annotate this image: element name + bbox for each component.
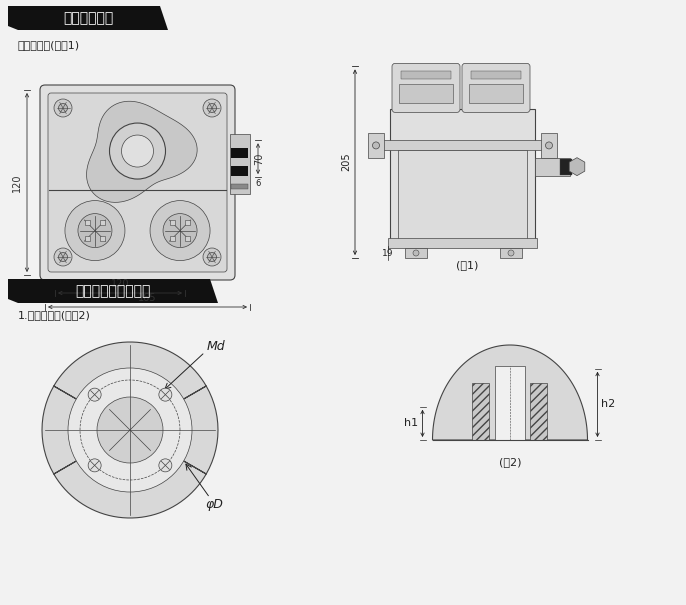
Circle shape [65,201,125,261]
Circle shape [88,459,101,472]
Circle shape [508,250,514,256]
Bar [541,132,557,158]
Bar [84,220,90,225]
Text: h1: h1 [404,419,418,428]
Bar [495,366,525,440]
Bar [560,159,572,175]
Text: 205: 205 [341,152,351,171]
Circle shape [88,388,101,401]
Text: 45°: 45° [140,414,157,424]
Circle shape [110,123,165,179]
Polygon shape [42,342,218,518]
Text: Md: Md [207,340,226,353]
Text: 19: 19 [382,249,394,258]
Text: 外形及尺寸(见图1): 外形及尺寸(见图1) [18,40,80,50]
Text: (图1): (图1) [456,260,478,270]
Circle shape [159,459,172,472]
Text: 五、外形尺寸: 五、外形尺寸 [63,11,113,25]
Polygon shape [86,101,197,202]
Polygon shape [432,345,587,440]
Bar [84,236,90,241]
Bar [231,183,248,189]
Bar [530,383,547,440]
Text: 165: 165 [139,293,156,303]
Text: φD: φD [205,498,223,511]
Polygon shape [8,6,168,30]
Text: 六、与阀门连接尺寸: 六、与阀门连接尺寸 [75,284,151,298]
Bar [390,110,535,240]
Bar [169,220,175,225]
Bar [500,248,522,258]
Circle shape [413,250,419,256]
Text: 120: 120 [12,173,22,192]
Circle shape [58,252,67,261]
FancyBboxPatch shape [462,64,530,113]
Bar [472,383,489,440]
Text: h2: h2 [602,399,616,410]
Text: (图2): (图2) [499,457,521,467]
Circle shape [54,99,72,117]
Circle shape [78,214,112,247]
Circle shape [545,142,552,149]
Circle shape [207,103,217,113]
Bar [378,140,547,150]
Bar [230,134,250,194]
FancyBboxPatch shape [48,93,227,272]
Bar [231,148,248,158]
Bar [100,236,105,241]
Circle shape [68,368,192,492]
Circle shape [203,248,221,266]
Text: 1.连接尺寸图(见图2): 1.连接尺寸图(见图2) [18,310,91,320]
Bar [401,71,451,79]
Circle shape [54,248,72,266]
Bar [398,150,527,240]
Circle shape [58,103,67,113]
Bar [185,236,190,241]
Circle shape [97,397,163,463]
Bar [399,84,453,103]
Bar [469,84,523,103]
Circle shape [207,252,217,261]
Bar [368,132,384,158]
Text: 6: 6 [255,178,261,188]
Polygon shape [8,279,218,303]
Bar [231,166,248,176]
Bar [405,248,427,258]
Bar [388,238,537,248]
Bar [185,220,190,225]
Bar [169,236,175,241]
FancyBboxPatch shape [392,64,460,113]
Polygon shape [569,158,584,175]
Bar [535,158,570,175]
Bar [100,220,105,225]
Circle shape [372,142,379,149]
Circle shape [203,99,221,117]
Circle shape [159,388,172,401]
Circle shape [150,201,210,261]
Text: 120: 120 [110,279,129,289]
FancyBboxPatch shape [40,85,235,280]
Circle shape [121,135,154,167]
Text: 70: 70 [254,152,264,165]
Bar [471,71,521,79]
Circle shape [163,214,197,247]
